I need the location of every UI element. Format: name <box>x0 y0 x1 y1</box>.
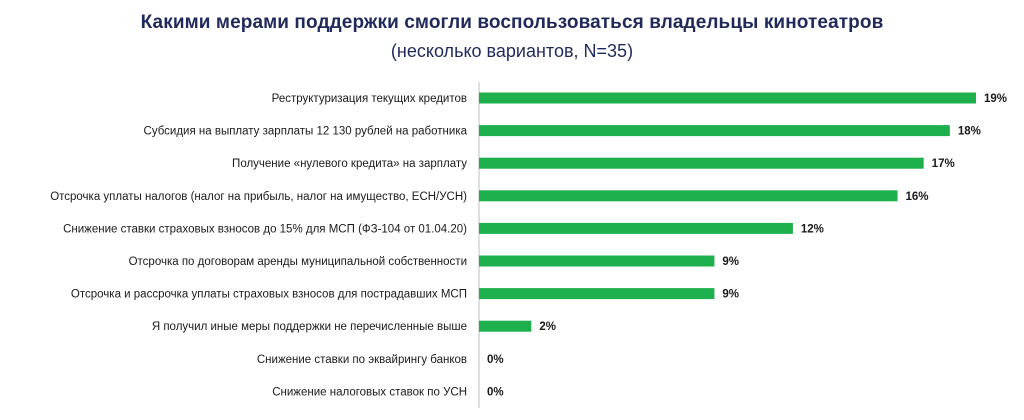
bar <box>479 125 950 137</box>
value-label: 16% <box>906 191 929 203</box>
bar-group: Реструктуризация текущих кредитов 19% <box>272 92 1007 105</box>
value-label: 12% <box>801 223 824 235</box>
category-label: Отсрочка уплаты налогов (налог на прибыл… <box>50 191 467 203</box>
category-label: Отсрочка по договорам аренды муниципальн… <box>129 256 467 268</box>
value-label: 9% <box>722 289 739 301</box>
bar <box>479 157 924 169</box>
bar-group: Отсрочка по договорам аренды муниципальн… <box>129 255 739 268</box>
bar <box>479 190 898 202</box>
value-label: 18% <box>958 126 981 138</box>
bar <box>479 320 532 332</box>
category-label: Реструктуризация текущих кредитов <box>272 93 467 105</box>
bar-group: Отсрочка и рассрочка уплаты страховых вз… <box>71 288 739 301</box>
chart-title: Какими мерами поддержки смогли воспользо… <box>140 12 884 33</box>
bar-group: Отсрочка уплаты налогов (налог на прибыл… <box>50 190 929 203</box>
bar-group: Получение «нулевого кредита» на зарплату… <box>232 157 955 170</box>
value-label: 9% <box>722 256 739 268</box>
category-label: Я получил иные меры поддержки не перечис… <box>152 321 467 333</box>
bar <box>479 92 976 104</box>
category-label: Отсрочка и рассрочка уплаты страховых вз… <box>71 289 467 301</box>
value-label: 2% <box>539 321 556 333</box>
category-label: Снижение налоговых ставок по УСН <box>272 386 467 398</box>
category-label: Снижение ставки страховых взносов до 15%… <box>63 223 467 235</box>
value-label: 0% <box>487 354 504 366</box>
bar-group: Субсидия на выплату зарплаты 12 130 рубл… <box>144 125 981 138</box>
value-label: 19% <box>984 93 1007 105</box>
category-label: Субсидия на выплату зарплаты 12 130 рубл… <box>144 126 468 138</box>
bar <box>479 255 715 267</box>
bar <box>479 222 793 234</box>
bar <box>479 288 715 300</box>
bar-group: Снижение налоговых ставок по УСН 0% <box>272 386 503 398</box>
chart-subtitle: (несколько вариантов, N=35) <box>390 41 634 61</box>
category-label: Снижение ставки по эквайрингу банков <box>257 354 467 366</box>
bar-group: Снижение ставки по эквайрингу банков 0% <box>257 354 504 366</box>
bar-group: Я получил иные меры поддержки не перечис… <box>152 320 556 333</box>
category-label: Получение «нулевого кредита» на зарплату <box>232 158 467 170</box>
bar-group: Снижение ставки страховых взносов до 15%… <box>63 222 824 235</box>
value-label: 0% <box>487 386 504 398</box>
value-label: 17% <box>932 158 955 170</box>
